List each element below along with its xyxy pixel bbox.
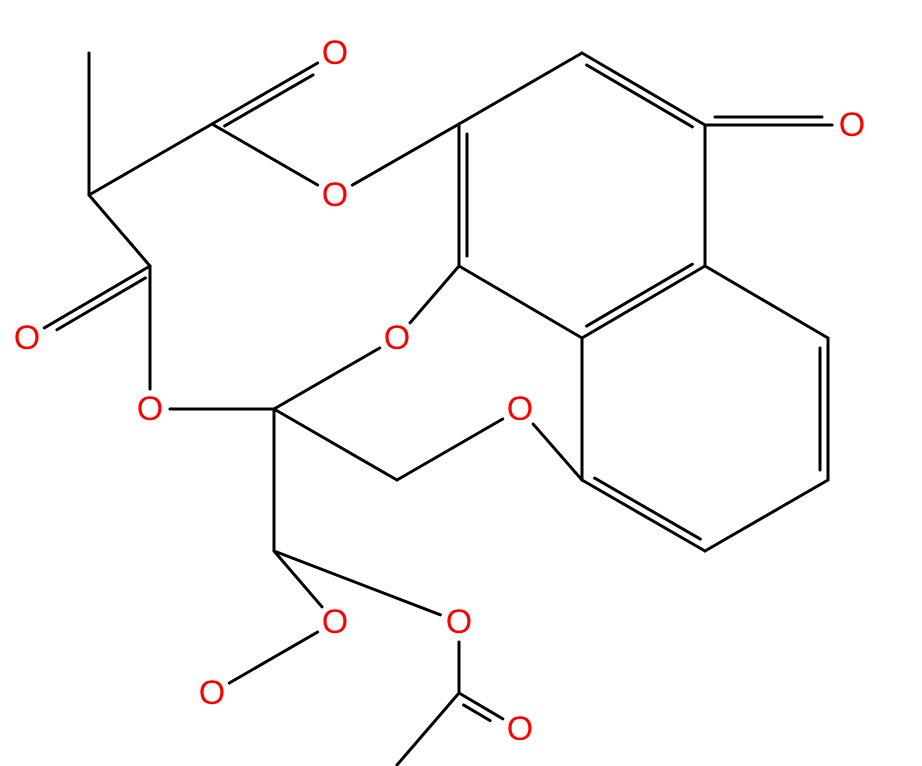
atom-label: O — [199, 674, 225, 712]
atom-label: O — [14, 319, 40, 357]
atom-label: O — [384, 319, 410, 357]
molecule-diagram: O O O O O O O O O O O — [0, 0, 922, 766]
atom-label: O — [137, 390, 163, 428]
atom-label: O — [322, 176, 348, 214]
atom-label: O — [507, 710, 533, 748]
diagram-background — [0, 0, 922, 766]
atom-label: O — [507, 390, 533, 428]
atom-label: O — [446, 603, 472, 641]
atom-label: O — [322, 603, 348, 641]
atom-label: O — [839, 106, 865, 144]
atom-label: O — [322, 34, 348, 72]
